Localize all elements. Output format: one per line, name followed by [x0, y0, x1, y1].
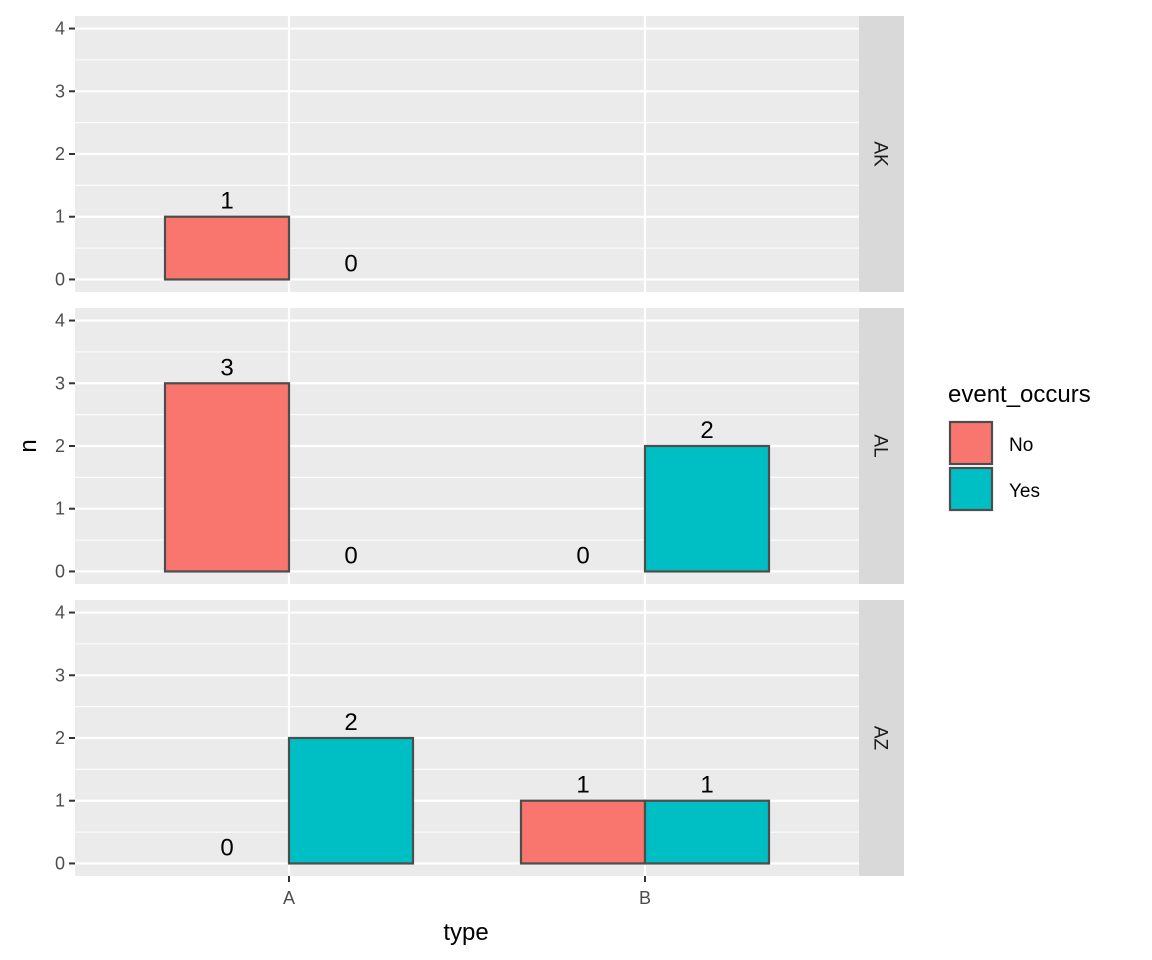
y-tick-label: 0 [55, 853, 65, 873]
y-tick-label: 2 [55, 144, 65, 164]
y-axis-title: n [15, 439, 42, 452]
y-tick-label: 4 [55, 311, 65, 331]
legend-label-no: No [1009, 435, 1033, 456]
y-tick-label: 2 [55, 436, 65, 456]
facet-strip [859, 308, 904, 584]
facet-panel-az: 0 1 2 3 4 0 2 1 1 AZ [55, 600, 904, 876]
legend-key-no [948, 420, 994, 466]
facet-strip-label: AL [870, 434, 891, 457]
facet-strip-label: AK [870, 141, 891, 167]
y-tick-label: 3 [55, 81, 65, 101]
bar-value-label: 0 [344, 542, 357, 569]
y-tick-label: 0 [55, 561, 65, 581]
facet-strip-label: AZ [870, 726, 891, 751]
bar-value-label: 1 [700, 772, 713, 799]
y-tick-label: 1 [55, 791, 65, 811]
bar-value-label: 2 [344, 709, 357, 736]
bar-value-label: 0 [220, 834, 233, 861]
legend-label-yes: Yes [1009, 481, 1040, 502]
x-axis-title: type [443, 919, 488, 946]
bar-value-label: 2 [700, 417, 713, 444]
y-tick-label: 4 [55, 19, 65, 39]
legend: event_occurs No Yes [948, 381, 1091, 512]
bar-a-no [163, 215, 291, 281]
legend-key-yes [948, 466, 994, 512]
bar-b-yes [643, 799, 771, 865]
bar-value-label: 0 [576, 542, 589, 569]
facet-strip [859, 16, 904, 292]
bar-value-label: 3 [220, 354, 233, 381]
bar-a-no [163, 382, 291, 573]
bar-value-label: 0 [344, 250, 357, 277]
bar-b-no [519, 799, 647, 865]
y-tick-label: 1 [55, 499, 65, 519]
bar-a-yes [287, 736, 415, 865]
y-tick-label: 4 [55, 603, 65, 623]
y-tick-label: 3 [55, 665, 65, 685]
facet-strip [859, 600, 904, 876]
y-tick-label: 0 [55, 269, 65, 289]
facet-panel-ak: 0 1 2 3 4 1 0 AK [55, 16, 904, 292]
legend-title: event_occurs [948, 381, 1091, 408]
y-tick-label: 1 [55, 207, 65, 227]
bar-b-yes [643, 444, 771, 573]
facet-panels: 0 1 2 3 4 1 0 AK 0 1 2 3 4 3 0 0 2 AL 0 1 2 3 4 0 2 1 1 AZ [55, 16, 904, 876]
bar-value-label: 1 [220, 188, 233, 215]
x-tick-label: B [639, 888, 651, 908]
x-tick-label: A [283, 888, 295, 908]
y-tick-label: 2 [55, 728, 65, 748]
facet-panel-al: 0 1 2 3 4 3 0 0 2 AL [55, 308, 904, 584]
bar-value-label: 1 [576, 772, 589, 799]
y-tick-label: 3 [55, 373, 65, 393]
